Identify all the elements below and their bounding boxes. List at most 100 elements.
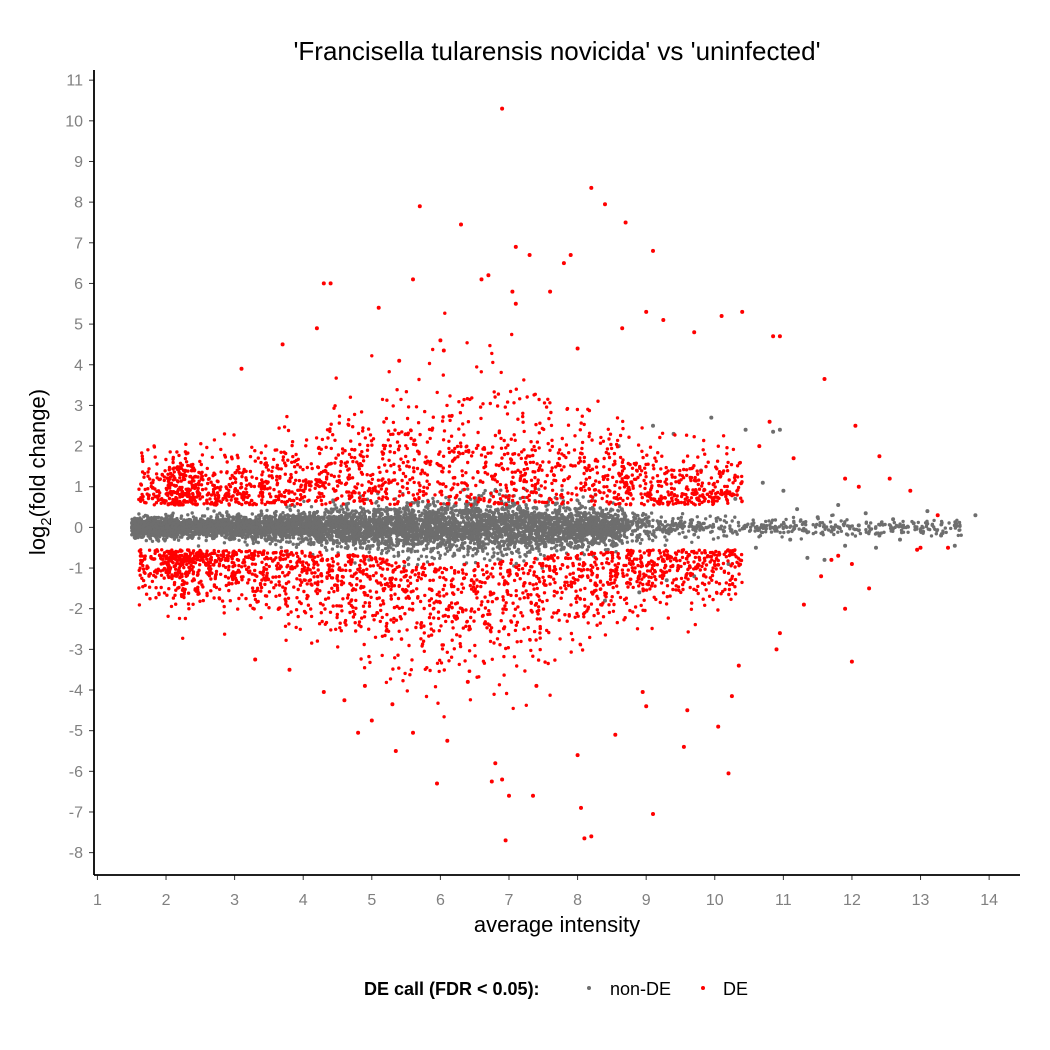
non-de-point: [919, 530, 923, 534]
non-de-point: [367, 510, 372, 515]
x-tick-label: 12: [843, 892, 861, 909]
non-de-point: [142, 515, 146, 519]
non-de-point: [790, 529, 794, 534]
non-de-point: [447, 539, 451, 543]
non-de-point: [291, 542, 295, 546]
non-de-point: [525, 545, 529, 550]
x-tick-label: 5: [367, 892, 376, 909]
non-de-point: [324, 507, 328, 512]
non-de-point: [531, 547, 535, 551]
non-de-point: [511, 513, 515, 518]
non-de-point: [412, 509, 416, 513]
non-de-point: [773, 518, 778, 522]
non-de-point: [273, 538, 278, 542]
non-de-point: [327, 510, 331, 514]
non-de-point: [696, 520, 700, 525]
y-tick-label: 6: [74, 276, 83, 293]
non-de-point: [471, 554, 475, 558]
non-de-point: [384, 542, 388, 547]
non-de-point: [291, 536, 296, 540]
x-axis-ticks: 1 2 3 4 5 6 7 8 9 10 11 12 13 14: [93, 875, 998, 909]
non-de-point: [724, 520, 729, 525]
non-de-point: [750, 522, 754, 526]
non-de-point: [276, 518, 281, 523]
non-de-point: [538, 552, 543, 557]
non-de-point: [581, 534, 585, 538]
non-de-point: [939, 523, 943, 527]
non-de-point: [274, 509, 278, 514]
non-de-point: [451, 554, 455, 558]
non-de-point: [650, 524, 655, 529]
non-de-point: [529, 540, 533, 544]
non-de-point: [415, 549, 420, 553]
non-de-point: [596, 511, 600, 515]
non-de-point: [537, 487, 541, 491]
non-de-point: [467, 546, 472, 550]
non-de-point: [380, 548, 384, 553]
non-de-point: [677, 532, 681, 536]
non-de-point: [949, 526, 953, 531]
non-de-point: [232, 537, 236, 541]
non-de-point: [202, 514, 207, 518]
non-de-point: [360, 546, 365, 550]
non-de-point: [466, 487, 470, 491]
non-de-point: [913, 525, 917, 529]
non-de-point: [482, 491, 486, 495]
non-de-point: [603, 543, 608, 547]
non-de-point: [587, 499, 591, 504]
non-de-point: [318, 540, 322, 544]
non-de-point: [237, 538, 241, 542]
non-de-point: [353, 547, 358, 551]
non-de-point: [522, 559, 526, 563]
x-tick-label: 3: [230, 892, 239, 909]
non-de-point: [486, 504, 490, 508]
non-de-point: [132, 535, 137, 540]
non-de-point: [574, 513, 578, 517]
non-de-point: [515, 549, 519, 553]
non-de-point: [704, 517, 708, 521]
x-tick-label: 7: [505, 892, 514, 909]
non-de-point: [457, 548, 462, 552]
non-de-point: [792, 520, 796, 525]
non-de-point: [611, 514, 615, 518]
non-de-point: [462, 554, 466, 559]
non-de-point: [309, 537, 313, 541]
non-de-point: [708, 514, 712, 518]
non-de-point: [683, 535, 687, 539]
non-de-point: [331, 507, 335, 512]
non-de-point: [934, 532, 938, 536]
non-de-point: [137, 512, 141, 516]
non-de-point: [297, 537, 301, 541]
non-de-point: [544, 504, 548, 508]
non-de-point: [294, 545, 299, 549]
non-de-point: [690, 540, 694, 544]
non-de-point: [869, 521, 873, 525]
non-de-point: [280, 537, 285, 542]
non-de-point: [496, 551, 500, 556]
non-de-point: [460, 514, 464, 518]
non-de-point: [321, 515, 325, 520]
x-tick-label: 9: [642, 892, 651, 909]
non-de-point: [214, 534, 219, 538]
non-de-point: [391, 547, 395, 552]
non-de-point: [483, 488, 487, 493]
non-de-point: [144, 538, 148, 543]
non-de-point: [515, 512, 519, 516]
non-de-point: [609, 543, 613, 547]
non-de-point: [501, 553, 505, 558]
y-tick-label: 5: [74, 317, 83, 334]
non-de-point: [638, 541, 643, 545]
non-de-point: [608, 509, 613, 513]
non-de-point: [196, 544, 201, 548]
non-de-point: [680, 512, 685, 516]
non-de-point: [488, 558, 492, 562]
non-de-point: [730, 519, 734, 523]
non-de-point: [953, 520, 957, 524]
non-de-point: [482, 557, 487, 561]
non-de-point: [663, 543, 667, 547]
y-tick-label: -2: [69, 601, 83, 618]
non-de-point: [941, 529, 945, 533]
non-de-point: [226, 513, 231, 517]
non-de-point: [316, 514, 320, 519]
